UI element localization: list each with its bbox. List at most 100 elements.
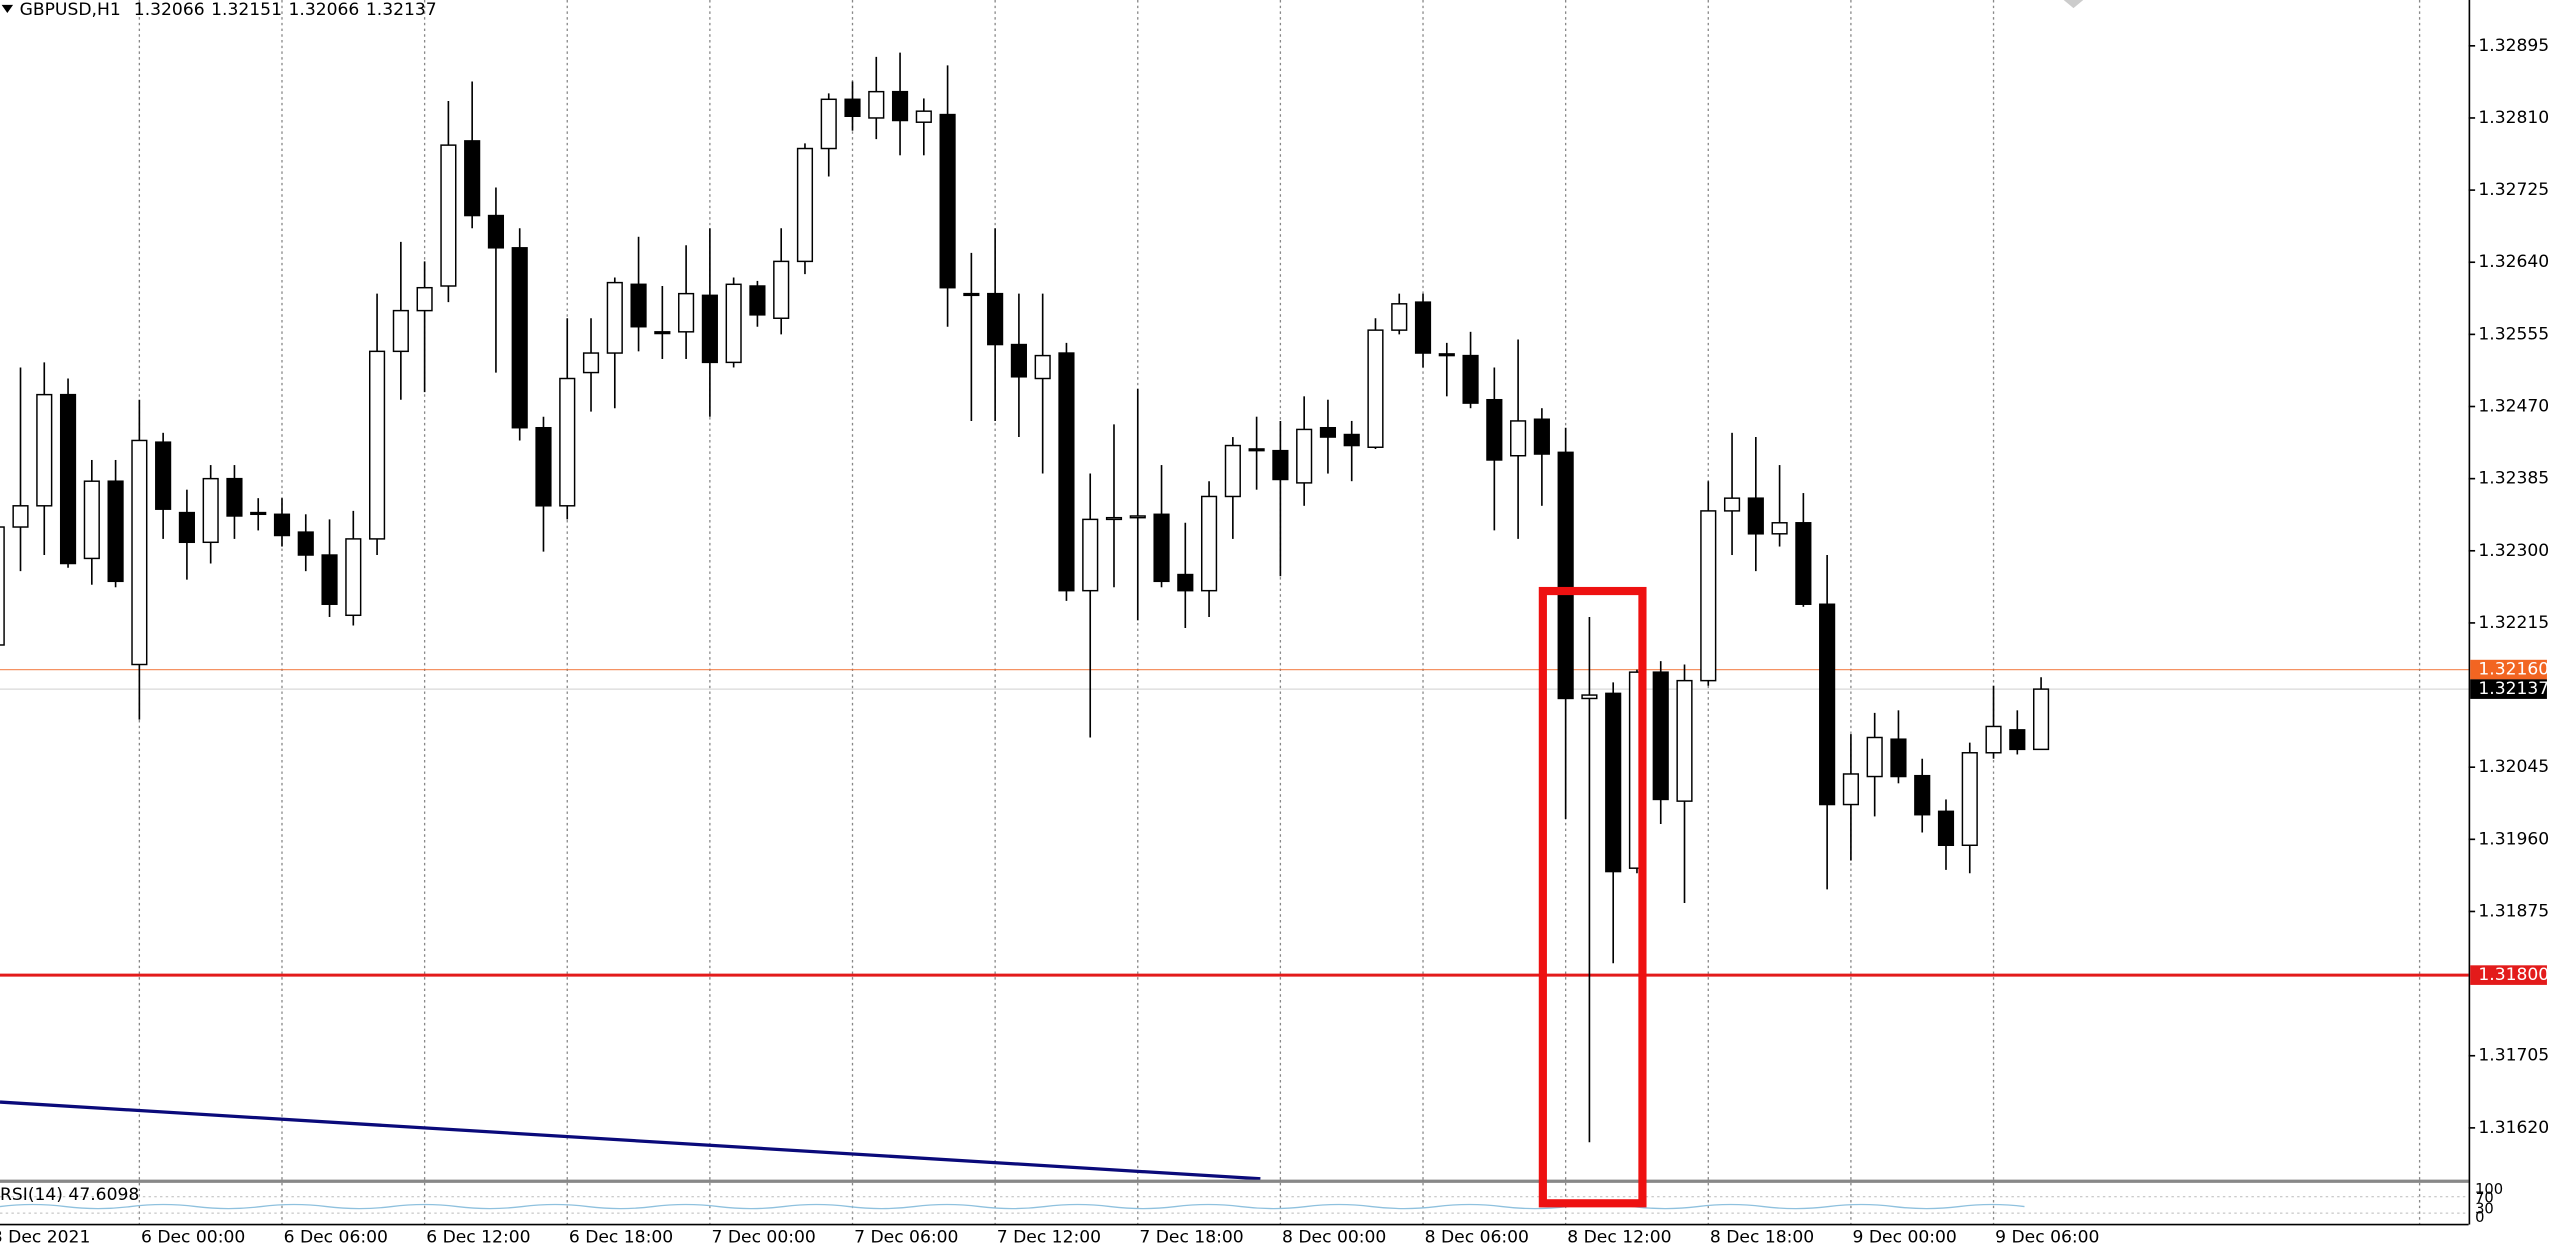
candle-body: [987, 292, 1004, 346]
candle-body: [606, 281, 623, 354]
rsi-tick-label: 100: [2475, 1181, 2503, 1198]
price-level-badge: [2470, 659, 2547, 680]
x-tick-label: 6 Dec 12:00: [426, 1228, 530, 1248]
candle-body: [1438, 353, 1455, 357]
candle-body: [1082, 518, 1099, 592]
candle-body: [59, 393, 77, 565]
x-tick-label: 6 Dec 06:00: [284, 1228, 388, 1248]
x-tick-label: 8 Dec 12:00: [1567, 1228, 1671, 1248]
rsi-value: 47.6098: [68, 1185, 139, 1205]
candle-body: [1557, 451, 1574, 700]
rsi-name: RSI(14): [0, 1185, 63, 1205]
high: 1.32151: [211, 0, 282, 20]
candle-body: [1129, 515, 1146, 519]
close: 1.32137: [366, 0, 437, 20]
price-level-badge: [2470, 965, 2547, 985]
candle-body: [582, 352, 600, 374]
y-tick-label: 1.31960: [2478, 829, 2549, 849]
candle-body: [273, 513, 291, 537]
rsi-tick-label: 30: [2475, 1201, 2494, 1218]
candle-body: [1866, 736, 1883, 778]
x-tick-label: 7 Dec 18:00: [1139, 1228, 1243, 1248]
candle-body: [1723, 497, 1741, 512]
header: GBPUSD,H1 1.32066 1.32151 1.32066 1.32137: [20, 0, 437, 20]
y-tick-label: 1.32810: [2478, 108, 2549, 128]
y-tick-label: 1.32045: [2478, 757, 2549, 777]
rsi-tick-label: 0: [2475, 1209, 2484, 1226]
candle-body: [1367, 329, 1384, 448]
candle-body: [1747, 497, 1764, 535]
candle-body: [83, 480, 100, 560]
candle-body: [891, 90, 909, 122]
x-tick-label: 8 Dec 18:00: [1710, 1228, 1814, 1248]
candle-body: [392, 309, 409, 353]
candle-body: [773, 260, 790, 319]
candle-body: [1272, 449, 1289, 481]
candle-body: [1296, 428, 1313, 484]
candle-body: [1985, 725, 2002, 754]
candle-body: [1819, 603, 1836, 806]
y-tick-label: 1.32640: [2478, 252, 2549, 272]
candle-body: [487, 214, 505, 249]
candle-body: [1177, 573, 1194, 592]
candle-body: [1058, 352, 1075, 592]
candle-body: [1034, 354, 1051, 380]
candle-body: [202, 477, 219, 544]
candle-body: [1795, 522, 1812, 605]
candle-body: [1652, 671, 1669, 801]
rsi-tick-label: 70: [2475, 1190, 2494, 1207]
candle-body: [107, 480, 124, 583]
x-tick-label: 6 Dec 18:00: [569, 1228, 673, 1248]
candle-body: [1010, 343, 1027, 378]
candle-body: [749, 285, 766, 316]
price-level-label: 1.32160: [2478, 660, 2549, 680]
marker: [2063, 0, 2084, 9]
candle-body: [36, 393, 53, 507]
candle-body: [178, 511, 195, 544]
candle-body: [1200, 495, 1218, 592]
candle-body: [1533, 418, 1550, 455]
candle-body: [345, 538, 362, 617]
candle-body: [678, 292, 695, 333]
candle-body: [321, 554, 338, 605]
candle-body: [368, 350, 386, 540]
candle-body: [155, 441, 172, 510]
candle-body: [226, 477, 243, 517]
x-tick-label: 6 Dec 00:00: [141, 1228, 245, 1248]
y-tick-label: 1.31620: [2478, 1118, 2549, 1138]
candle-body: [416, 286, 433, 312]
x-tick-label: 8 Dec 00:00: [1282, 1228, 1386, 1248]
levels: [0, 668, 2469, 977]
low: 1.32066: [289, 0, 360, 20]
x-tick-label: 7 Dec 06:00: [854, 1228, 958, 1248]
candle-body: [1486, 398, 1503, 461]
candle-body: [939, 113, 956, 289]
candle-body: [1391, 303, 1408, 331]
rsi-line: [0, 1203, 2025, 1210]
candle-body: [511, 247, 528, 429]
candle-body: [868, 90, 885, 119]
trend-line: [0, 1100, 1261, 1181]
candle-body: [297, 531, 314, 556]
candle-body: [2032, 688, 2050, 751]
y-tick-label: 1.32300: [2478, 541, 2549, 561]
candle-body: [1771, 522, 1788, 535]
labels: 1.32895 1.32810 1.32725 1.32640 1.32555 1.324…: [0, 36, 2549, 1248]
candle-body: [131, 439, 148, 666]
y-tick-label: 1.32215: [2478, 613, 2549, 633]
candle-body: [250, 511, 267, 516]
y-tick-label: 1.32555: [2478, 324, 2549, 344]
candle-body: [12, 505, 29, 528]
candle-body: [630, 283, 647, 328]
candle-body: [1842, 773, 1859, 806]
candles: [0, 52, 2050, 1143]
highlight-box: [1538, 586, 1647, 1208]
rsi-label: RSI(14) 47.6098: [0, 1185, 139, 1205]
y-tick-label: 1.32470: [2478, 397, 2549, 417]
candle-body: [1890, 738, 1907, 778]
y-tick-label: 1.31875: [2478, 901, 2549, 921]
candle-body: [1700, 510, 1717, 682]
candle-body: [0, 526, 5, 646]
